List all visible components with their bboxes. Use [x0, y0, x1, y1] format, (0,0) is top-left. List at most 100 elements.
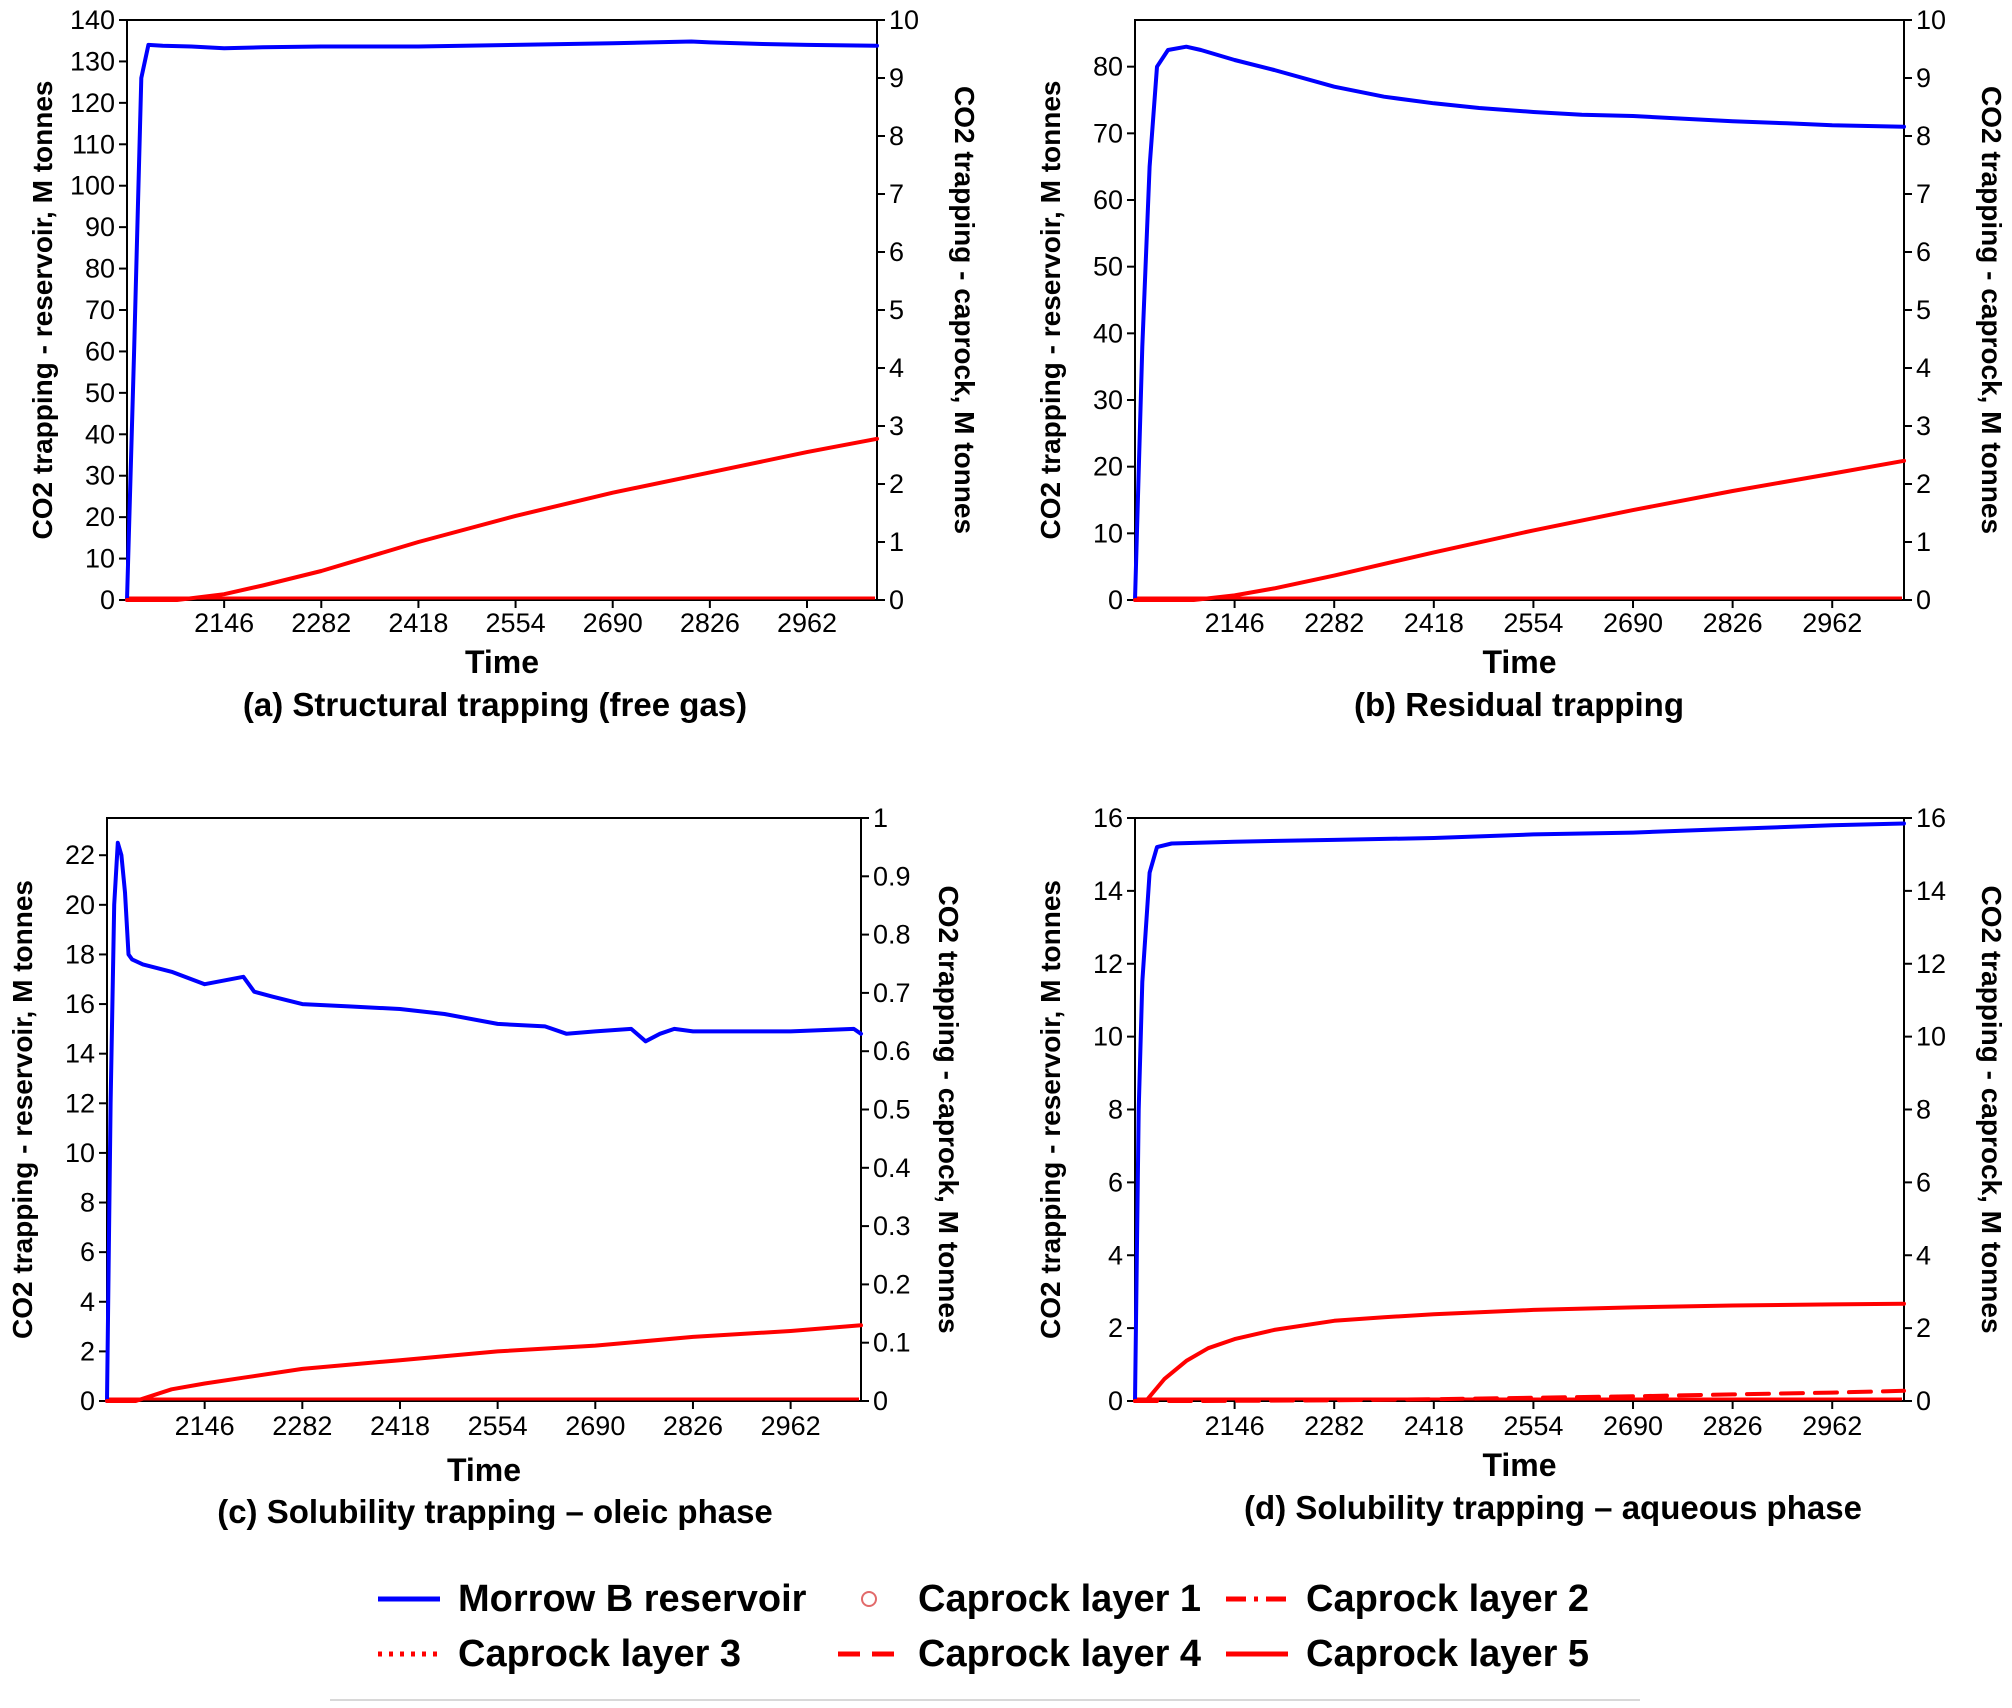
x-axis-title: Time [465, 644, 539, 680]
right-y-tick-label: 12 [1916, 949, 1946, 979]
series-group [125, 39, 879, 602]
x-tick-label: 2146 [194, 608, 254, 638]
right-y-tick-label: 3 [1916, 411, 1931, 441]
right-y-tick-label: 14 [1916, 876, 1946, 906]
right-y-tick-label: 10 [889, 5, 919, 35]
chart-panel-b: 0 10 20 30 40 50 60 70 80 0 1 2 3 4 5 6 7 8 9 10 2146 2282 241… [1035, 5, 2007, 723]
left-y-tick-label: 22 [65, 840, 95, 870]
left-y-tick-label: 140 [70, 5, 115, 35]
legend-item-morrow-b-reservoir: Morrow B reservoir [378, 1578, 807, 1620]
left-y-tick-label: 30 [1093, 385, 1123, 415]
right-y-axis: 0 0.1 0.2 0.3 0.4 0.5 0.6 0.7 0.8 0.9 1 [861, 803, 911, 1416]
x-tick-label: 2418 [1404, 1411, 1464, 1441]
left-y-tick-label: 12 [1093, 949, 1123, 979]
series-caprock-layer-5 [1133, 1301, 1906, 1403]
right-y-tick-label: 3 [889, 411, 904, 441]
legend-label: Caprock layer 5 [1306, 1633, 1589, 1675]
right-y-tick-label: 6 [1916, 237, 1931, 267]
x-tick-label: 2146 [175, 1411, 235, 1441]
chart-panels: 0102030405060708090100110120130140012345… [7, 5, 2007, 1530]
x-tick-label: 2554 [486, 608, 546, 638]
right-y-tick-label: 1 [1916, 527, 1931, 557]
series-morrow-b-reservoir [1133, 44, 1906, 602]
left-y-tick-label: 10 [65, 1138, 95, 1168]
left-y-tick-label: 2 [1108, 1313, 1123, 1343]
x-tick-label: 2690 [583, 608, 643, 638]
right-y-axis-title: CO2 trapping - caprock, M tonnes [949, 86, 980, 534]
left-y-tick-label: 20 [85, 502, 115, 532]
left-y-tick-label: 0 [80, 1386, 95, 1416]
right-y-tick-label: 0.2 [873, 1269, 911, 1299]
left-y-axis-title: CO2 trapping - reservoir, M tonnes [1035, 81, 1066, 540]
legend-label: Caprock layer 1 [918, 1578, 1201, 1620]
x-tick-label: 2962 [1802, 608, 1862, 638]
legend-item-caprock-layer-2: Caprock layer 2 [1226, 1578, 1589, 1620]
legend-label: Caprock layer 3 [458, 1633, 741, 1675]
x-tick-label: 2418 [370, 1411, 430, 1441]
left-y-tick-label: 2 [80, 1336, 95, 1366]
left-y-tick-label: 50 [85, 378, 115, 408]
left-y-tick-label: 20 [65, 890, 95, 920]
series-morrow-b-reservoir [1133, 821, 1906, 1403]
left-y-tick-label: 30 [85, 461, 115, 491]
panel-caption: (a) Structural trapping (free gas) [243, 686, 747, 723]
x-tick-label: 2554 [1503, 608, 1563, 638]
chart-panel-d: 0 2 4 6 8 10 12 14 16 0 2 4 6 8 10 12 14 16 2146 2282 2418 25… [1035, 803, 2007, 1526]
left-y-tick-label: 12 [65, 1088, 95, 1118]
left-y-tick-label: 90 [85, 212, 115, 242]
right-y-tick-label: 2 [1916, 469, 1931, 499]
right-y-tick-label: 5 [1916, 295, 1931, 325]
right-y-tick-label: 10 [1916, 5, 1946, 35]
right-y-tick-label: 9 [1916, 63, 1931, 93]
series-caprock-layer-5 [1133, 458, 1906, 602]
series-caprock-layer-4 [1133, 1388, 1906, 1403]
left-y-tick-label: 10 [85, 544, 115, 574]
series-group [1133, 821, 1906, 1403]
left-y-tick-label: 100 [70, 171, 115, 201]
right-y-tick-label: 6 [889, 237, 904, 267]
right-y-tick-label: 0.9 [873, 861, 911, 891]
legend: Morrow B reservoir Caprock layer 1 Caprock… [330, 1578, 1640, 1701]
left-y-tick-label: 8 [80, 1188, 95, 1218]
series-caprock-layer-5 [125, 436, 879, 602]
right-y-tick-label: 0 [1916, 1386, 1931, 1416]
plot-frame [1134, 817, 1905, 1402]
right-y-axis: 0 1 2 3 4 5 6 7 8 9 10 [877, 5, 919, 615]
series-caprock-layer-5 [105, 1323, 863, 1403]
legend-item-caprock-layer-1: Caprock layer 1 [861, 1578, 1201, 1620]
left-y-tick-label: 70 [1093, 118, 1123, 148]
left-y-tick-label: 14 [65, 1039, 95, 1069]
left-y-tick-label: 120 [70, 88, 115, 118]
left-y-tick-label: 8 [1108, 1095, 1123, 1125]
left-y-axis-title: CO2 trapping - reservoir, M tonnes [7, 880, 38, 1339]
x-tick-label: 2418 [388, 608, 448, 638]
panel-caption: (d) Solubility trapping – aqueous phase [1244, 1489, 1862, 1526]
left-y-tick-label: 130 [70, 46, 115, 76]
x-tick-label: 2282 [1304, 1411, 1364, 1441]
legend-label: Caprock layer 2 [1306, 1578, 1589, 1620]
right-y-tick-label: 16 [1916, 803, 1946, 833]
series-group [1133, 44, 1906, 602]
left-y-tick-label: 70 [85, 295, 115, 325]
left-y-tick-label: 110 [72, 129, 115, 159]
left-y-tick-label: 0 [1108, 585, 1123, 615]
left-y-tick-label: 4 [80, 1287, 95, 1317]
left-y-tick-label: 40 [85, 419, 115, 449]
x-tick-label: 2690 [1603, 608, 1663, 638]
right-y-tick-label: 7 [889, 179, 904, 209]
x-axis-title: Time [447, 1452, 521, 1488]
right-y-tick-label: 4 [889, 353, 904, 383]
left-y-tick-label: 18 [65, 939, 95, 969]
left-y-tick-label: 16 [1093, 803, 1123, 833]
x-tick-label: 2690 [565, 1411, 625, 1441]
left-y-tick-label: 6 [80, 1237, 95, 1267]
left-y-axis: 0 2 4 6 8 10 12 14 16 18 20 22 [65, 840, 107, 1416]
x-tick-label: 2554 [468, 1411, 528, 1441]
right-y-tick-label: 0 [873, 1386, 888, 1416]
right-y-tick-label: 8 [889, 121, 904, 151]
right-y-axis-title: CO2 trapping - caprock, M tonnes [1976, 885, 2007, 1333]
x-axis-title: Time [1482, 644, 1556, 680]
plot-frame [106, 817, 862, 1402]
right-y-tick-label: 1 [873, 803, 888, 833]
legend-item-caprock-layer-3: Caprock layer 3 [378, 1633, 741, 1675]
